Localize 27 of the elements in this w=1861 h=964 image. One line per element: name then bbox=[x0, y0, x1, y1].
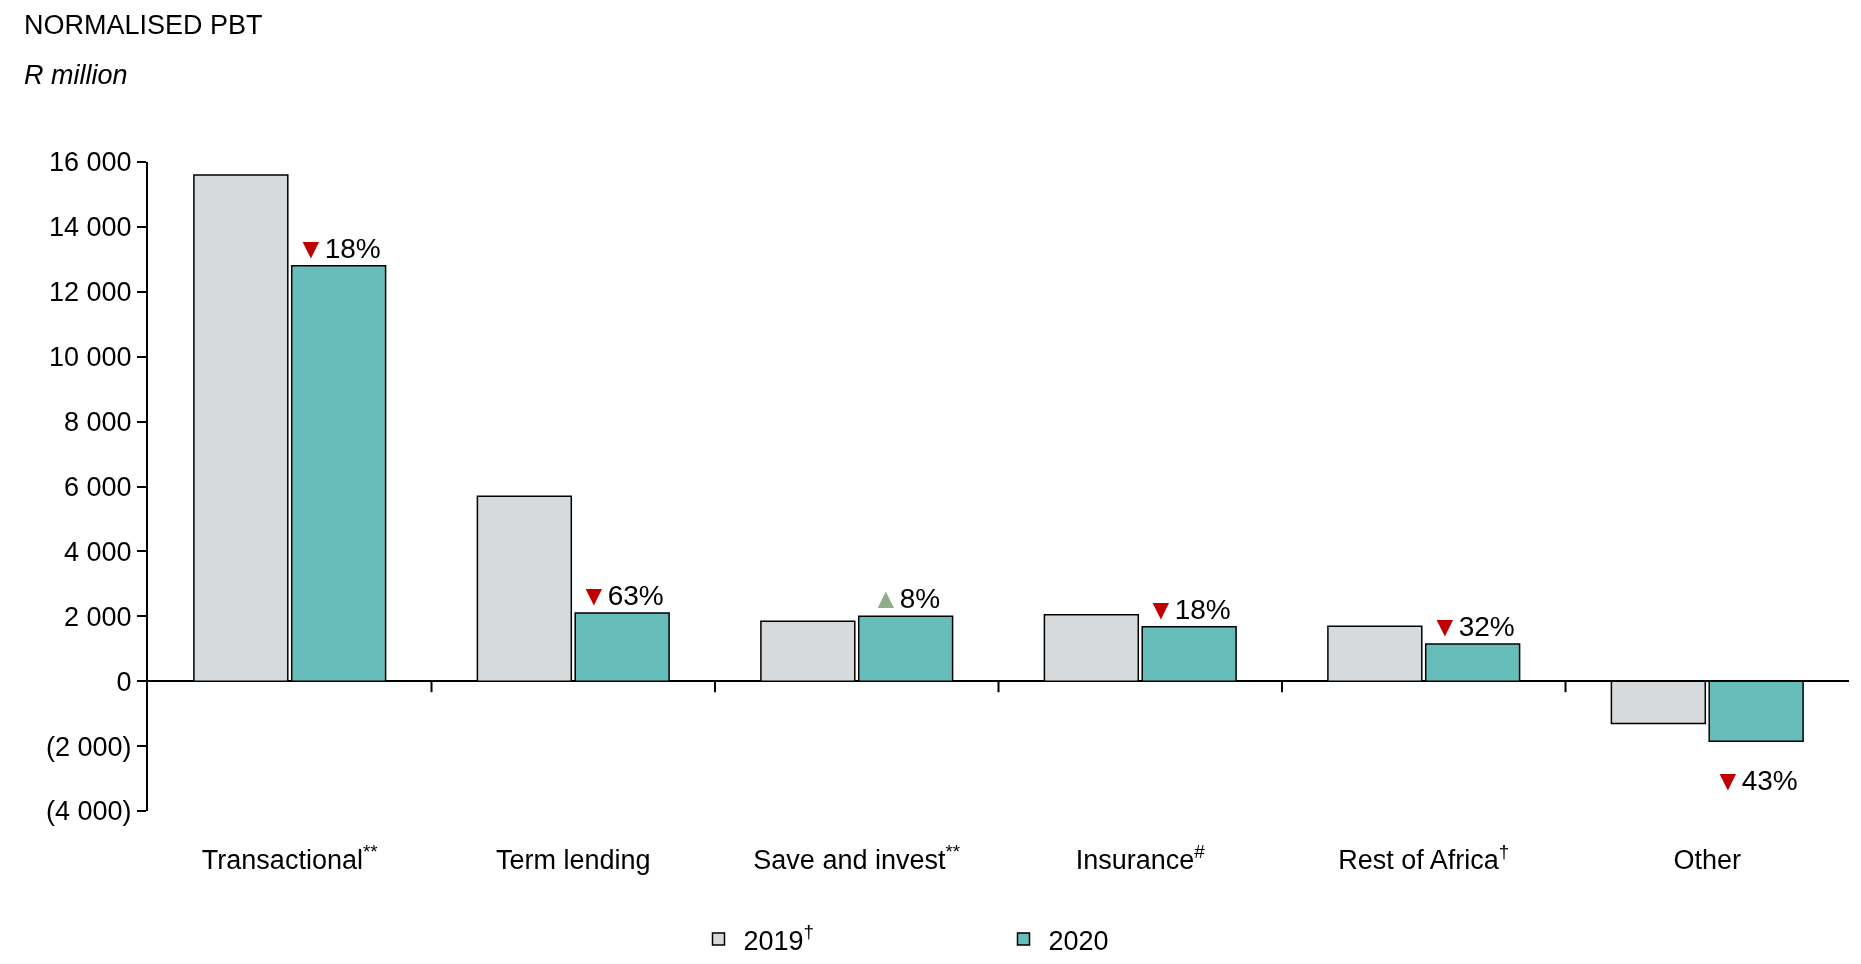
y-tick-label: 12 000 bbox=[49, 277, 132, 308]
x-tick-label: Save and invest$^{**}$ bbox=[753, 840, 961, 875]
x-tick-label: Term lending bbox=[495, 845, 651, 875]
annotation: ▼63% bbox=[580, 580, 664, 611]
chart-subtitle: R million bbox=[24, 60, 128, 90]
x-tick-label: Transactional$^{**}$ bbox=[201, 840, 379, 875]
y-tick-label: (2 000) bbox=[46, 731, 132, 762]
x-tick-label: Insurance$^{#}$ bbox=[1075, 840, 1206, 875]
x-tick-label: Rest of Africa$^{†}$ bbox=[1338, 840, 1510, 875]
y-tick-label: 10 000 bbox=[49, 342, 132, 373]
legend-label: 2020 bbox=[1048, 925, 1109, 956]
annotation: ▼43% bbox=[1714, 765, 1798, 796]
y-tick-label: 0 bbox=[116, 666, 132, 697]
annotation: ▼32% bbox=[1431, 611, 1515, 642]
y-tick-label: 16 000 bbox=[49, 147, 132, 178]
y-tick-label: 14 000 bbox=[49, 212, 132, 243]
chart-title: NORMALISED PBT bbox=[24, 10, 263, 40]
x-tick-label: Other bbox=[1673, 845, 1742, 875]
annotation: ▼18% bbox=[297, 233, 381, 264]
y-tick-label: 8 000 bbox=[64, 407, 132, 438]
legend-label: 2019$^{†}$ bbox=[743, 921, 815, 956]
y-tick-label: 4 000 bbox=[64, 536, 132, 567]
annotation: ▲8% bbox=[872, 583, 941, 614]
annotation: ▼18% bbox=[1147, 594, 1231, 625]
y-tick-label: 2 000 bbox=[64, 601, 132, 632]
y-tick-label: 6 000 bbox=[64, 471, 132, 502]
y-tick-label: (4 000) bbox=[46, 796, 132, 827]
